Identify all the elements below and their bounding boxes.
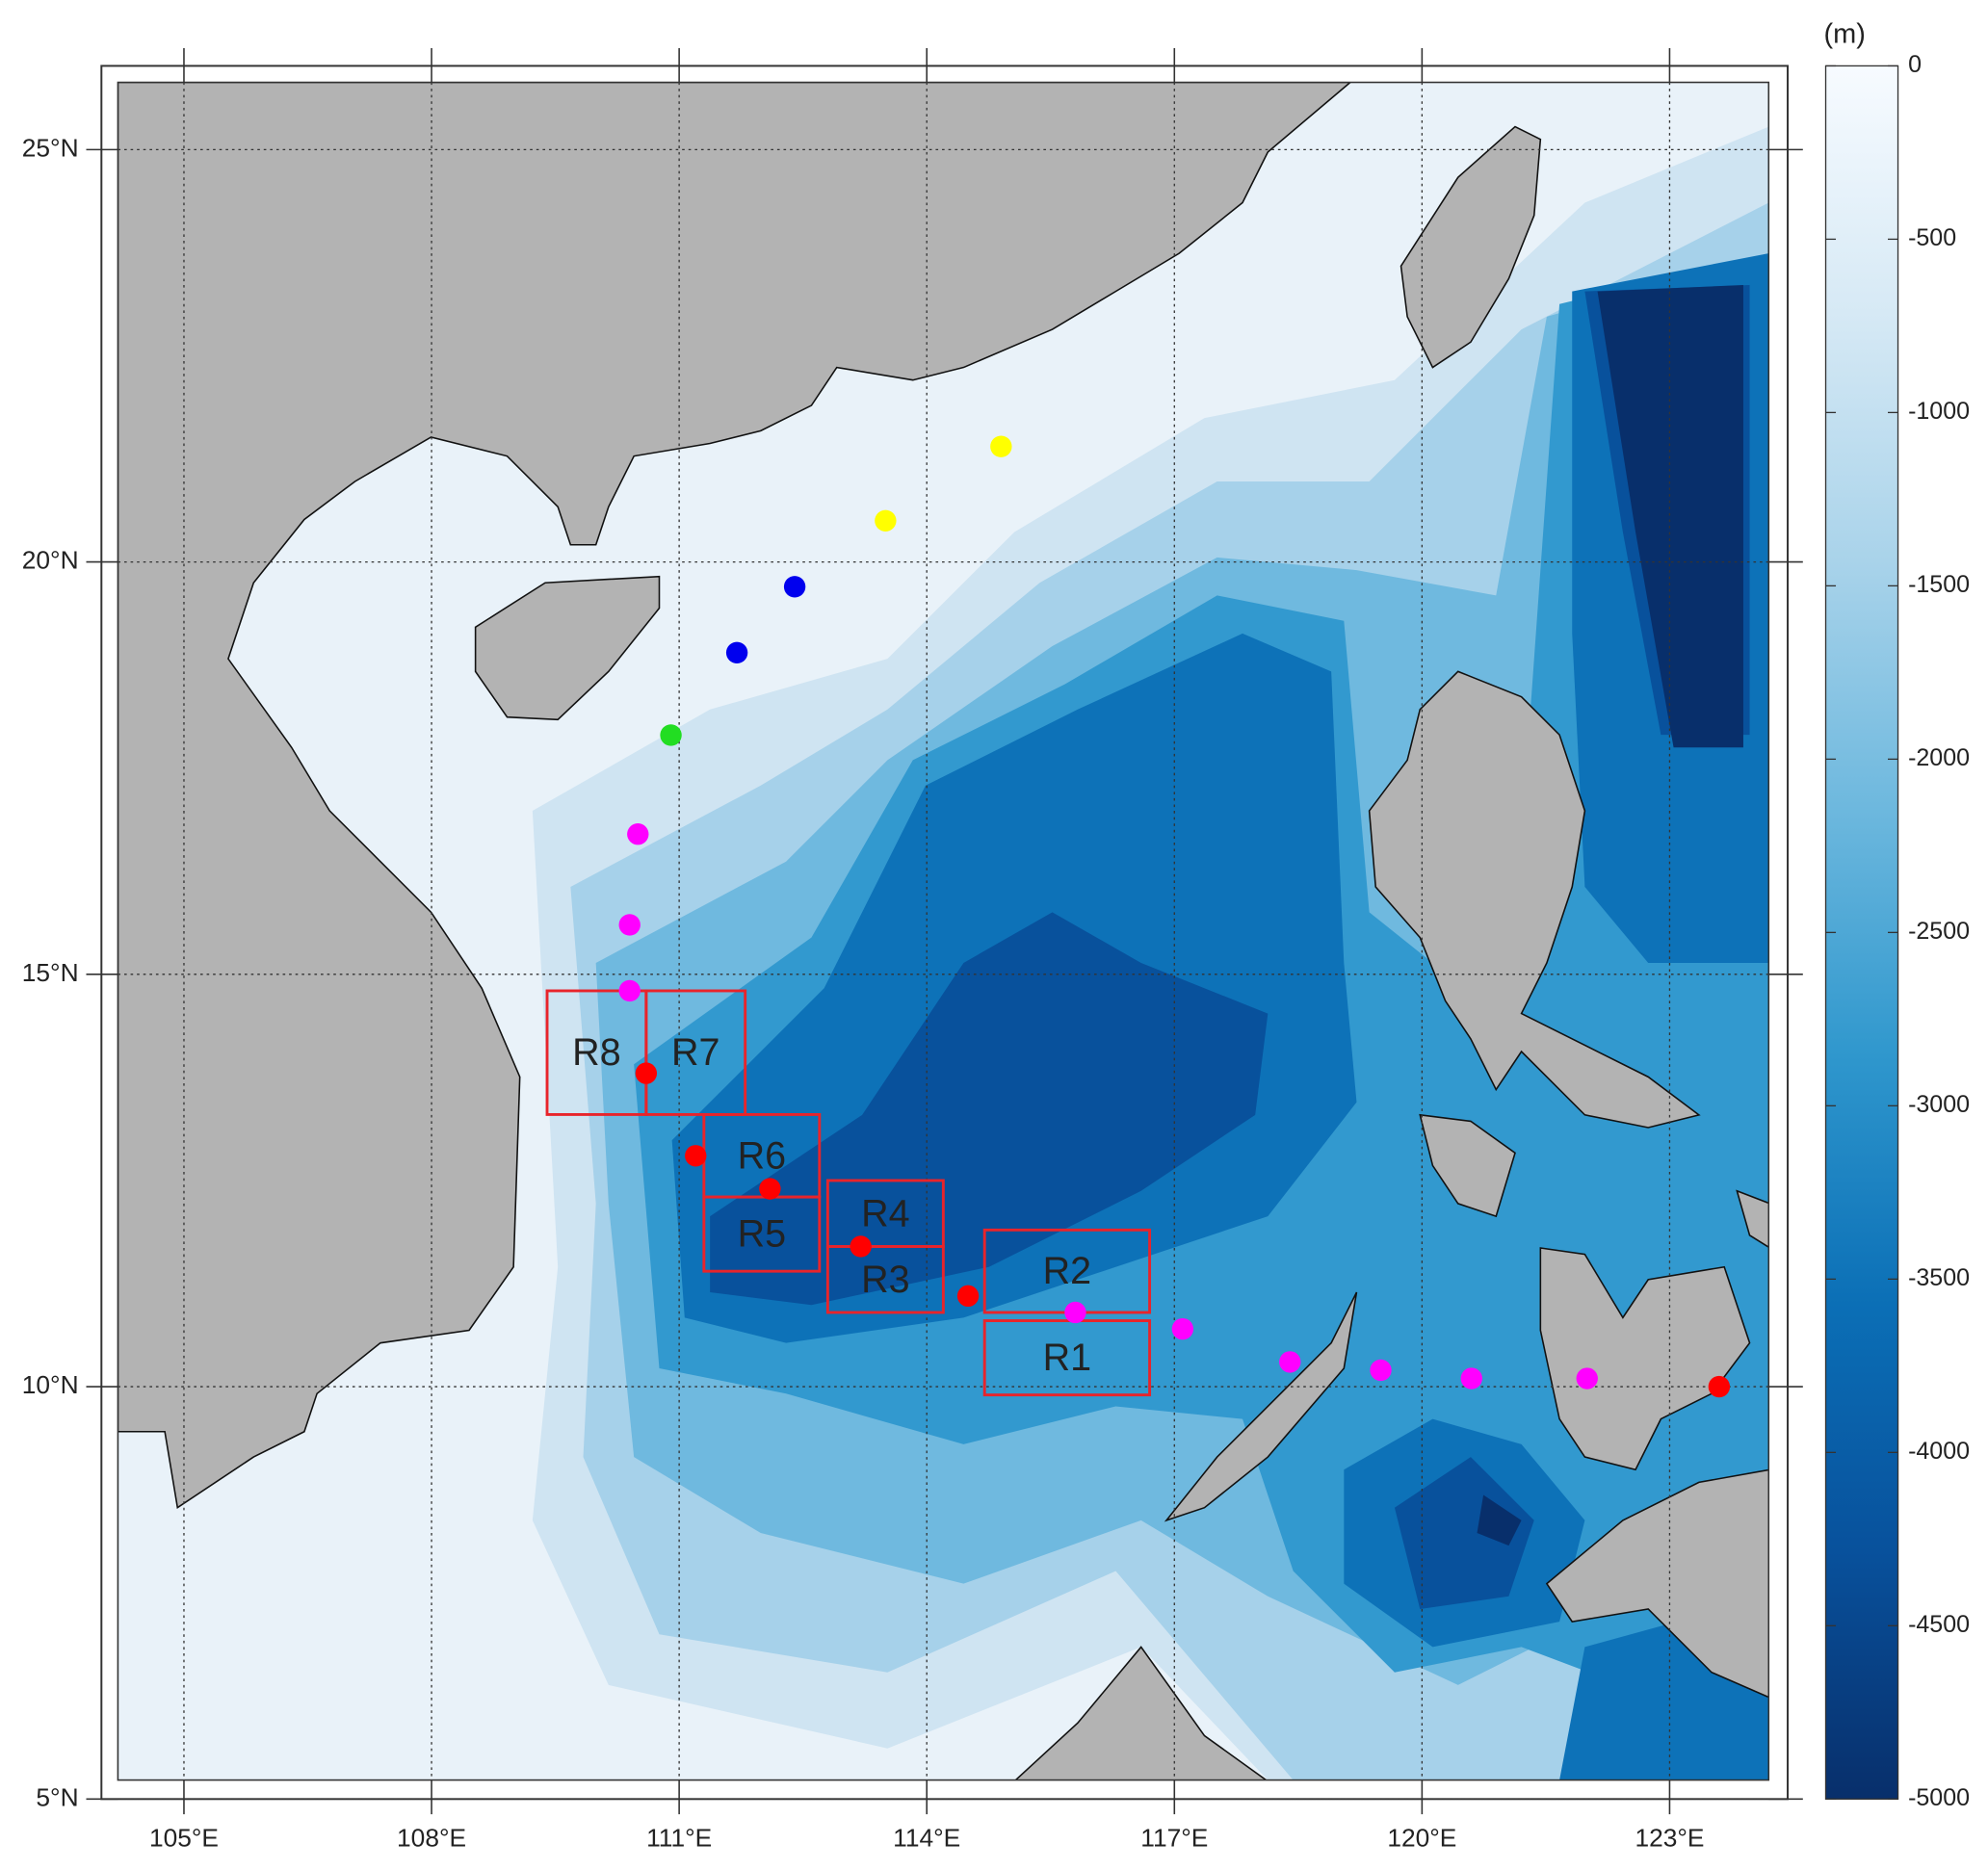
region-label: R7 (671, 1031, 719, 1074)
colorbar-tick-label: -1000 (1908, 398, 1970, 425)
y-tick-label: 5°N (36, 1782, 78, 1811)
region-label: R3 (861, 1259, 909, 1301)
region-label: R5 (738, 1213, 786, 1256)
y-tick-label: 15°N (22, 958, 79, 987)
station-point (635, 1062, 658, 1084)
station-point (1279, 1351, 1301, 1373)
colorbar-tick-label: -1500 (1908, 571, 1970, 598)
region-label: R2 (1043, 1250, 1091, 1292)
station-point (875, 509, 897, 532)
x-tick-label: 111°E (646, 1823, 712, 1852)
y-tick-label: 20°N (22, 546, 79, 575)
region-label: R6 (738, 1134, 786, 1177)
land (1399, 125, 1542, 369)
region-label: R4 (861, 1192, 909, 1234)
colorbar-tick-label: -4000 (1908, 1438, 1970, 1465)
depth-band (1477, 285, 1743, 1546)
colorbar-tick-label: -4500 (1908, 1611, 1970, 1638)
station-point (956, 1285, 980, 1308)
land (1419, 1113, 1516, 1218)
station-point (618, 914, 641, 936)
station-point (725, 641, 748, 663)
colorbar-tick-label: -500 (1908, 224, 1956, 251)
region-box (982, 1319, 1152, 1397)
land (1736, 1189, 1769, 1249)
station-point (783, 576, 806, 598)
colorbar-tick-label: -2500 (1908, 918, 1970, 945)
x-tick-label: 105°E (149, 1823, 219, 1852)
colorbar-tick-label: 0 (1908, 51, 1922, 78)
land (1368, 670, 1701, 1129)
station-point (1370, 1359, 1392, 1382)
station-point (685, 1145, 707, 1167)
colorbar-tick-label: -3000 (1908, 1091, 1970, 1118)
y-tick-label: 25°N (22, 133, 79, 162)
region-label: R8 (572, 1031, 620, 1074)
land (1164, 1291, 1358, 1522)
land (474, 575, 661, 721)
station-point (990, 435, 1012, 457)
station-point (1708, 1375, 1731, 1398)
x-tick-label: 108°E (397, 1823, 466, 1852)
region-box (825, 1179, 945, 1248)
colorbar-tick-label: -3500 (1908, 1264, 1970, 1291)
region-box (545, 989, 648, 1116)
overlay: 105°E 108°E 111°E 114°E 117°E 120°E 123°E 5°N 10… (22, 47, 1803, 1852)
y-tick-label: 10°N (22, 1370, 79, 1399)
station-point (759, 1178, 781, 1200)
x-tick-label: 114°E (893, 1823, 960, 1852)
station-point (1460, 1367, 1482, 1390)
station-point (1576, 1367, 1598, 1390)
land (118, 82, 1352, 1510)
station-point (618, 979, 641, 1002)
station-point (850, 1235, 872, 1258)
station-point (627, 823, 649, 845)
bathymetry (118, 82, 1769, 1780)
x-tick-label: 117°E (1140, 1823, 1208, 1852)
land (1014, 1646, 1268, 1780)
x-tick-label: 123°E (1635, 1823, 1704, 1852)
region-label: R1 (1043, 1337, 1091, 1379)
colorbar-label: (m) (1824, 18, 1866, 49)
colorbar-tick-label: -5000 (1908, 1784, 1970, 1811)
station-point (660, 724, 682, 746)
station-point (1171, 1317, 1194, 1340)
land (1545, 1468, 1769, 1699)
map-inner-frame (117, 81, 1770, 1781)
colorbar-tick-label: -2000 (1908, 744, 1970, 771)
station-point (1064, 1301, 1086, 1324)
colorbar (1824, 65, 1899, 1800)
x-tick-label: 120°E (1387, 1823, 1456, 1852)
